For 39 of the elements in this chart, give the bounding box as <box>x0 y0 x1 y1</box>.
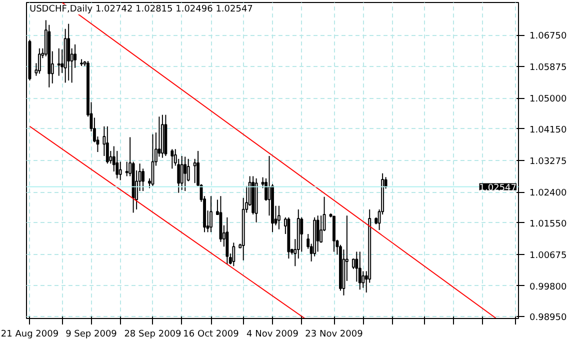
y-tick-label: 1.03275 <box>530 157 567 167</box>
candlestick <box>67 23 70 82</box>
candlestick <box>57 48 60 76</box>
x-tick-label: 28 Sep 2009 <box>124 330 182 340</box>
y-tick-label: 1.05875 <box>530 63 567 74</box>
candlestick <box>170 148 174 170</box>
chart-title: USDCHF,Daily 1.02742 1.02815 1.02496 1.02547 <box>30 4 253 14</box>
y-tick-label: 1.01550 <box>530 219 567 230</box>
y-tick-label: 1.06750 <box>530 32 567 42</box>
y-tick-label: 1.05000 <box>530 94 567 105</box>
candlestick <box>316 215 320 252</box>
candlestick <box>232 242 236 267</box>
candlestick <box>74 44 77 68</box>
candlestick <box>180 155 184 190</box>
x-tick-label: 4 Nov 2009 <box>246 330 299 340</box>
x-tick-label: 9 Sep 2009 <box>66 330 118 340</box>
x-tick-label: 23 Nov 2009 <box>305 330 364 340</box>
candlestick <box>193 158 196 184</box>
y-tick-label: 0.98950 <box>530 313 567 324</box>
y-tick-label: 1.02400 <box>530 188 567 199</box>
x-tick-label: 16 Oct 2009 <box>183 330 240 340</box>
candlestick <box>352 258 355 270</box>
y-tick-label: 1.04150 <box>530 125 567 136</box>
candlestick <box>142 168 144 192</box>
candlestick <box>358 251 362 290</box>
candlestick <box>38 48 41 74</box>
y-tick-label: 0.99800 <box>530 282 567 292</box>
candlestick <box>362 270 365 288</box>
candlestick <box>118 161 122 181</box>
candlestick <box>210 196 212 233</box>
ref-line-label: 1.02547 <box>479 183 516 194</box>
candlestick <box>125 161 128 177</box>
candlestick <box>116 150 119 179</box>
y-tick-label: 1.00675 <box>530 250 567 261</box>
candlestick <box>184 156 187 192</box>
x-tick-label: 21 Aug 2009 <box>0 330 59 340</box>
candlestick <box>278 205 280 230</box>
candlestick <box>300 216 304 252</box>
candlestick <box>106 126 109 164</box>
